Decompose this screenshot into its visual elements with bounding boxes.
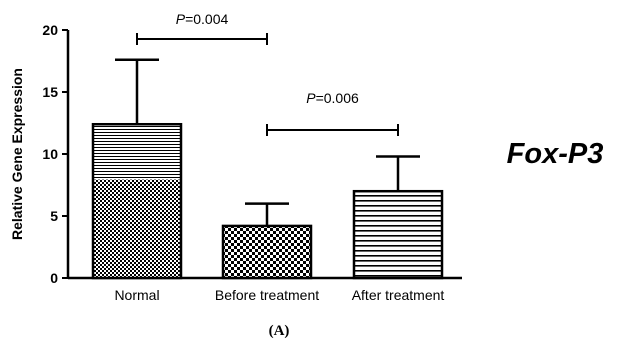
- y-tick-label: 10: [42, 146, 58, 162]
- p-letter: P: [306, 90, 316, 106]
- y-tick-label: 20: [42, 22, 58, 38]
- category-label: Before treatment: [215, 287, 319, 303]
- bar-3: [352, 189, 444, 280]
- gene-label: Fox-P3: [507, 138, 604, 170]
- category-label: After treatment: [352, 287, 445, 303]
- error-bars: [115, 58, 420, 226]
- error-bar-2: [245, 202, 289, 226]
- category-label: Normal: [114, 287, 159, 303]
- bar-fill: [223, 225, 311, 278]
- error-bar-3: [376, 155, 420, 192]
- bar-fill: [354, 191, 442, 278]
- p-value-label: P=0.006: [306, 90, 359, 106]
- category-labels: Normal Before treatment After treatment: [114, 287, 444, 303]
- significance-bracket-1: P=0.004: [136, 11, 268, 45]
- error-bar-1: [115, 58, 159, 125]
- bar-2: [221, 224, 313, 280]
- panel-label: (A): [269, 323, 290, 339]
- p-value: =0.006: [316, 90, 359, 106]
- significance-bracket-2: P=0.006: [266, 90, 399, 136]
- y-axis-label: Relative Gene Expression: [9, 68, 25, 240]
- bar-fill-upper: [93, 124, 181, 180]
- bar-1: [91, 122, 183, 280]
- p-value: =0.004: [185, 11, 228, 27]
- p-value-label: P=0.004: [176, 11, 229, 27]
- y-tick-label: 0: [50, 270, 58, 286]
- bars: [91, 122, 444, 280]
- bar-fill-lower: [93, 179, 181, 278]
- y-tick-label: 15: [42, 84, 58, 100]
- p-letter: P: [176, 11, 186, 27]
- y-tick-label: 5: [50, 208, 58, 224]
